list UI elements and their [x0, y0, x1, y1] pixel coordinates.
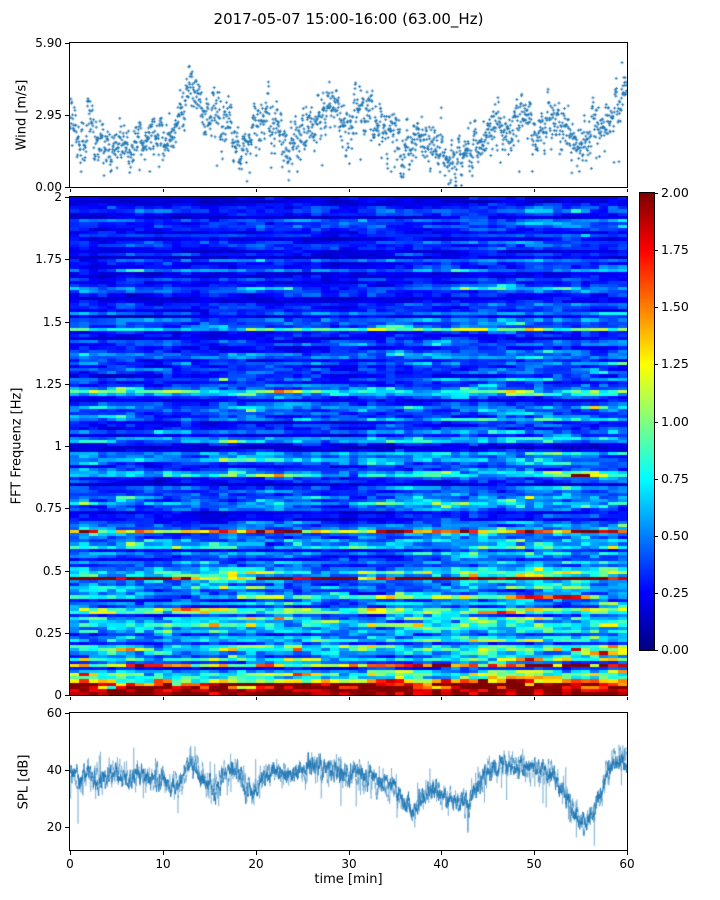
x-axis-label: time [min]	[314, 872, 383, 887]
colorbar-tick-mark	[655, 536, 658, 537]
spl-xtick-label: 60	[619, 857, 635, 871]
spectrogram-ytick-label: 0.5	[42, 564, 62, 578]
colorbar-tick-label: 0.50	[661, 528, 689, 543]
shared-xtick-mark	[441, 697, 442, 700]
colorbar-tick-mark	[655, 307, 658, 308]
colorbar-tick-label: 1.00	[661, 414, 689, 429]
colorbar-tick-mark	[655, 364, 658, 365]
colorbar-tick-mark	[655, 479, 658, 480]
spl-xtick-mark	[70, 851, 71, 855]
colorbar-tick-mark	[655, 250, 658, 251]
wind-scatter-plot	[69, 42, 628, 188]
shared-xtick-mark	[163, 697, 164, 700]
wind-ytick-mark	[65, 43, 69, 44]
spl-xtick-mark	[256, 851, 257, 855]
spectrogram-ytick-mark	[65, 259, 69, 260]
spectrogram-ytick-mark	[65, 571, 69, 572]
shared-xtick-mark	[349, 697, 350, 700]
spl-xtick-label: 0	[66, 857, 74, 871]
wind-ytick-label: 5.90	[35, 36, 62, 50]
colorbar-tick-label: 2.00	[661, 185, 689, 200]
spl-line-plot	[69, 712, 628, 851]
spectrogram-ytick-mark	[65, 384, 69, 385]
colorbar	[639, 192, 655, 651]
shared-xtick-mark	[441, 189, 442, 192]
spectrogram-ytick-mark	[65, 695, 69, 696]
spl-xtick-mark	[627, 851, 628, 855]
spl-xtick-label: 40	[433, 857, 449, 871]
spl-xtick-mark	[441, 851, 442, 855]
shared-xtick-mark	[70, 189, 71, 192]
spl-ytick-mark	[65, 770, 69, 771]
spectrogram-ytick-mark	[65, 633, 69, 634]
wind-ytick-mark	[65, 187, 69, 188]
spl-xtick-label: 50	[526, 857, 542, 871]
spl-ytick-mark	[65, 827, 69, 828]
colorbar-tick-label: 1.50	[661, 299, 689, 314]
spl-ytick-label: 60	[46, 706, 62, 720]
colorbar-tick-label: 0.75	[661, 471, 689, 486]
colorbar-tick-mark	[655, 422, 658, 423]
figure-title: 2017-05-07 15:00-16:00 (63.00_Hz)	[213, 10, 484, 28]
shared-xtick-mark	[627, 697, 628, 700]
colorbar-tick-label: 1.75	[661, 242, 689, 257]
spectrogram-ytick-label: 2	[54, 190, 62, 204]
spectrogram-ytick-mark	[65, 446, 69, 447]
spl-ytick-mark	[65, 713, 69, 714]
spectrogram-ytick-mark	[65, 197, 69, 198]
shared-xtick-mark	[256, 189, 257, 192]
colorbar-tick-label: 1.25	[661, 356, 689, 371]
shared-xtick-mark	[534, 697, 535, 700]
spl-xtick-mark	[534, 851, 535, 855]
spectrogram-ytick-label: 0	[54, 688, 62, 702]
wind-ytick-label: 2.95	[35, 108, 62, 122]
spectrogram-ytick-mark	[65, 508, 69, 509]
shared-xtick-mark	[256, 697, 257, 700]
spectrogram-ytick-label: 1.25	[35, 377, 62, 391]
shared-xtick-mark	[534, 189, 535, 192]
spl-ytick-label: 40	[46, 763, 62, 777]
spectrogram-ytick-label: 0.75	[35, 501, 62, 515]
spectrogram-ytick-label: 0.25	[35, 626, 62, 640]
spl-xtick-mark	[349, 851, 350, 855]
spl-xtick-label: 10	[155, 857, 171, 871]
spl-xtick-label: 20	[248, 857, 264, 871]
spectrogram-ytick-mark	[65, 322, 69, 323]
shared-xtick-mark	[349, 189, 350, 192]
spectrogram-ytick-label: 1.75	[35, 252, 62, 266]
colorbar-tick-label: 0.00	[661, 642, 689, 657]
spectrogram-ytick-label: 1	[54, 439, 62, 453]
spl-xtick-mark	[163, 851, 164, 855]
colorbar-tick-mark	[655, 650, 658, 651]
spl-xtick-label: 30	[341, 857, 357, 871]
shared-xtick-mark	[70, 697, 71, 700]
spl-ytick-label: 20	[46, 820, 62, 834]
shared-xtick-mark	[163, 189, 164, 192]
colorbar-tick-mark	[655, 193, 658, 194]
fft-spectrogram-heatmap	[69, 196, 628, 696]
colorbar-tick-mark	[655, 593, 658, 594]
wind-ytick-label: 0.00	[35, 180, 62, 194]
colorbar-tick-label: 0.25	[661, 585, 689, 600]
spectrogram-ytick-label: 1.5	[42, 315, 62, 329]
shared-xtick-mark	[627, 189, 628, 192]
wind-ytick-mark	[65, 115, 69, 116]
